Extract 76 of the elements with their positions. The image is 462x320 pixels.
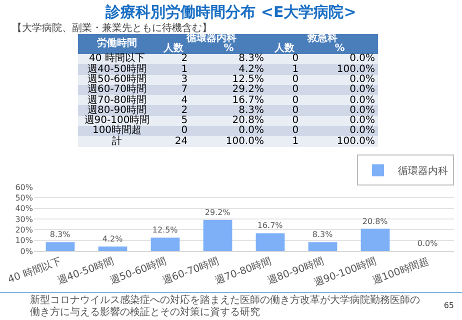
x-tick-label: % [190, 43, 267, 54]
y-tick-label: 50% [15, 193, 34, 202]
bar [308, 242, 338, 251]
data-label: 4 [180, 94, 189, 106]
y-tick-label: 週40-50時間 [86, 64, 148, 75]
data-label: 0.0% [348, 94, 376, 106]
data-label: 8.3% [238, 104, 265, 116]
y-tick-label: 10% [15, 236, 34, 246]
data-label: 1 [180, 64, 189, 75]
data-label: 16.7% [231, 94, 265, 106]
data-label: 7 [180, 84, 189, 96]
data-label: 0 [291, 115, 300, 126]
data-label: 0.0% [348, 74, 376, 85]
data-label: 20.8% [362, 216, 388, 226]
data-label: 1 [291, 136, 300, 147]
data-label: 0.0% [238, 125, 265, 136]
data-label: 20.8% [231, 115, 265, 126]
data-label: 0 [291, 94, 300, 106]
y-tick-label: 20% [15, 225, 34, 234]
y-tick-label: 40% [15, 204, 34, 214]
data-label: 100.0% [336, 64, 376, 75]
data-label: 8.3% [312, 230, 334, 240]
x-tick-label: 人数 [156, 43, 191, 54]
bar [360, 228, 390, 251]
y-tick-label: 100時間超 [91, 125, 143, 136]
data-label: 0 [291, 74, 300, 85]
data-label: 24 [174, 136, 189, 147]
y-tick-label: 週50-60時間 [86, 74, 148, 85]
y-tick-label: 計 [111, 136, 123, 147]
data-label: 0 [291, 104, 300, 116]
data-label: 0.0% [348, 104, 376, 116]
x-tick-label: % [302, 43, 378, 54]
bar [46, 242, 75, 251]
bar [256, 233, 285, 251]
bar [98, 246, 128, 251]
data-label: 100.0% [336, 136, 376, 147]
data-label: 3 [180, 74, 189, 85]
y-tick-label: 週60-70時間 [86, 84, 148, 96]
data-label: 100.0% [224, 136, 265, 147]
y-tick-label: 週70-80時間 [86, 94, 148, 106]
data-label: 29.2% [231, 84, 265, 96]
data-label: 16.7% [257, 221, 284, 230]
data-label: 12.5% [152, 226, 178, 235]
y-tick-label: 30% [15, 214, 34, 224]
data-label: 0 [291, 84, 300, 96]
data-label: 0.0% [417, 239, 438, 248]
data-label: 2 [180, 104, 189, 116]
legend-label: 循環器内科 [398, 165, 448, 178]
data-label: 0 [291, 125, 300, 136]
y-tick-label: 0% [20, 246, 34, 256]
data-label: 1 [291, 64, 300, 75]
bar [203, 220, 232, 251]
data-label: 0 [291, 53, 300, 64]
chart-subtitle: 【大学病院、副業・兼業先ともに待機含む】 [12, 23, 213, 34]
bar [150, 238, 180, 251]
data-label: 8.3% [50, 230, 71, 240]
data-label: 5 [180, 115, 189, 126]
y-tick-label: 60% [15, 182, 34, 192]
y-tick-label: 40 時間以下 [89, 53, 145, 64]
data-label: 2 [180, 53, 189, 64]
data-label: 0.0% [348, 125, 376, 136]
y-axis-title: 労働時間 [78, 34, 156, 54]
data-label: 0.0% [348, 84, 376, 96]
data-label: 4.2% [238, 64, 265, 75]
data-label: 0.0% [348, 115, 376, 126]
chart-title: 診療科別労働時間分布 <E大学病院> [104, 2, 358, 22]
text: 65 [444, 301, 454, 310]
data-label: 8.3% [238, 53, 265, 64]
data-label: 29.2% [204, 208, 231, 217]
x-tick-label: 人数 [266, 43, 302, 54]
y-tick-label: 週80-90時間 [87, 104, 147, 116]
data-label: 4.2% [102, 234, 124, 244]
data-label: 12.5% [231, 74, 265, 85]
text: 新型コロナウイルス感染症への対応を踏まえた医師の働き方改革が大学病院勤務医師の働き方に与える影響の検証とその対策に資する研究 [30, 295, 420, 319]
data-label: 0 [180, 125, 189, 136]
data-label: 0.0% [348, 53, 376, 64]
